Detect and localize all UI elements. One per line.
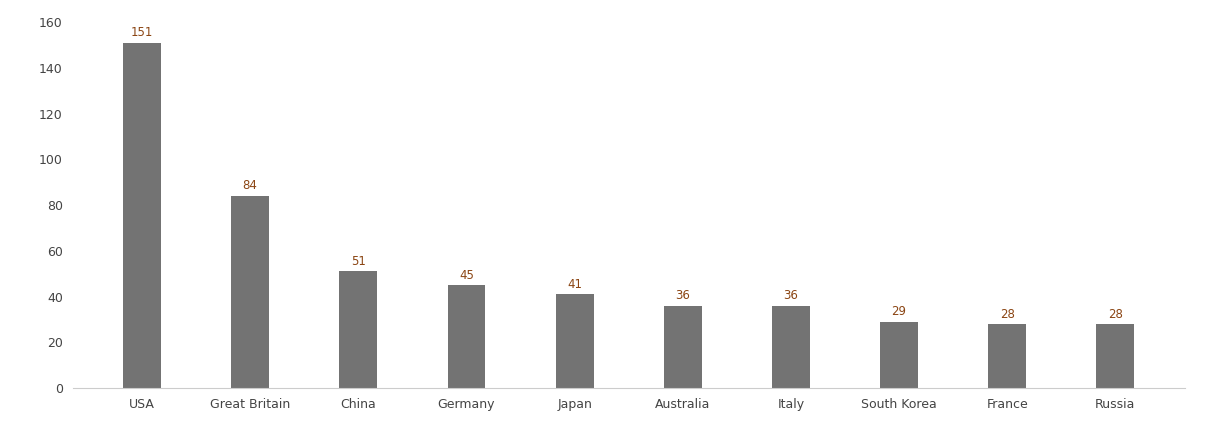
Text: 36: 36 — [676, 289, 690, 302]
Bar — [447, 285, 485, 388]
Text: 29: 29 — [891, 305, 907, 318]
Bar — [340, 271, 377, 388]
Bar — [123, 43, 161, 388]
Text: 84: 84 — [243, 179, 258, 192]
Bar — [773, 306, 810, 388]
Text: 41: 41 — [567, 278, 582, 291]
Bar — [880, 322, 918, 388]
Bar — [231, 196, 270, 388]
Text: 28: 28 — [1000, 307, 1014, 321]
Bar — [988, 324, 1026, 388]
Text: 151: 151 — [131, 26, 154, 39]
Bar — [664, 306, 701, 388]
Text: 45: 45 — [459, 269, 474, 282]
Text: 36: 36 — [783, 289, 798, 302]
Bar — [556, 294, 594, 388]
Bar — [1097, 324, 1134, 388]
Text: 28: 28 — [1107, 307, 1123, 321]
Text: 51: 51 — [351, 255, 366, 268]
